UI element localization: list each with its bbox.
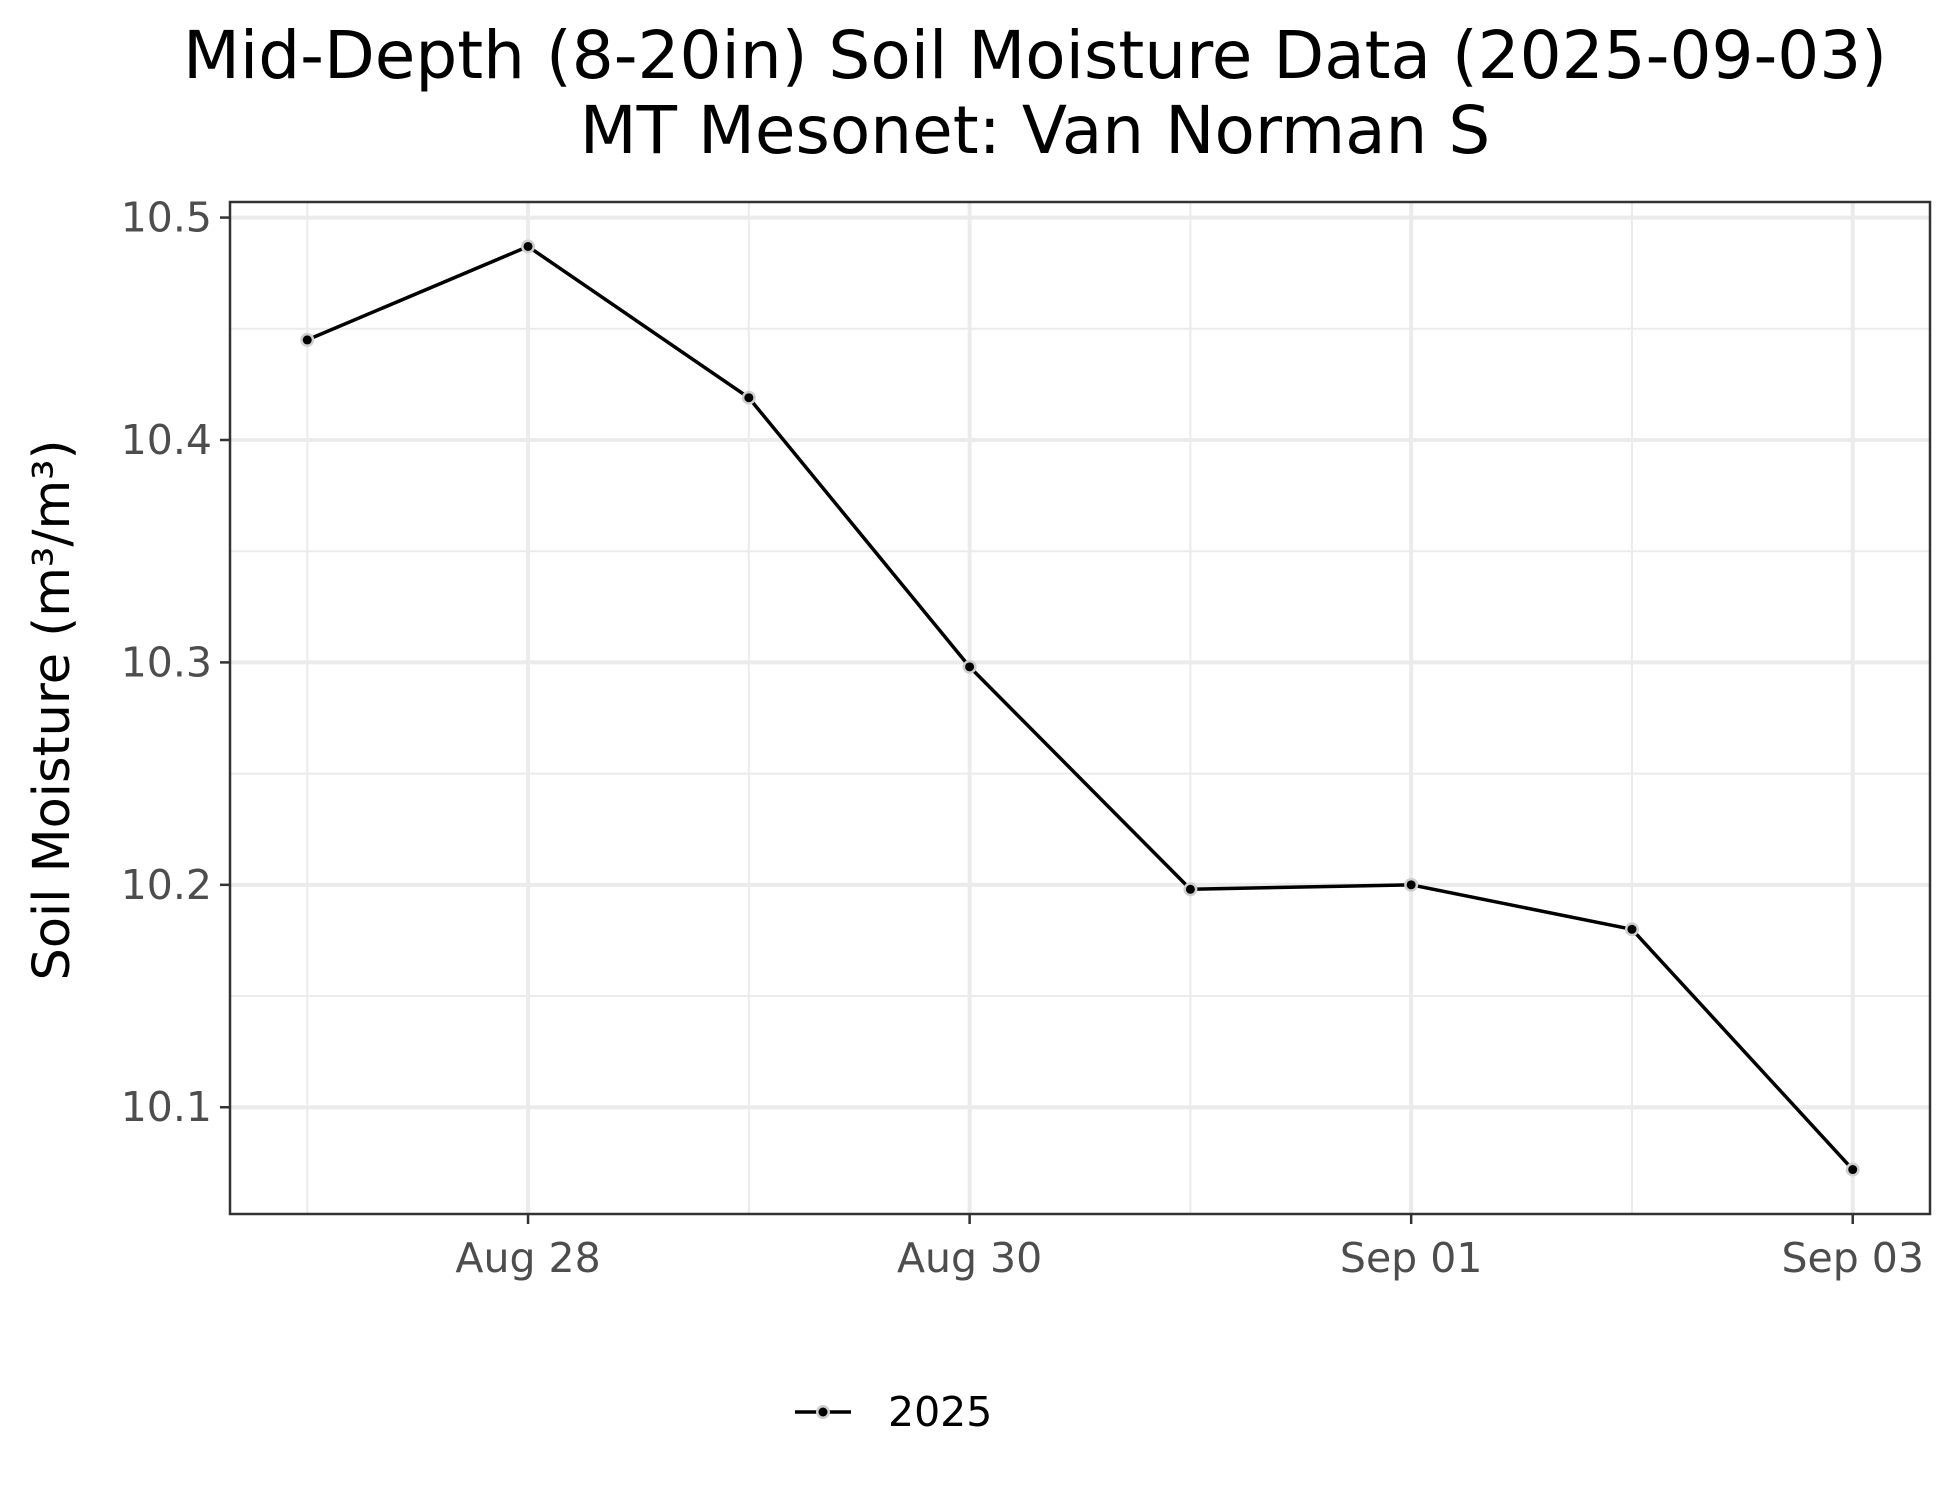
plot-border [228,200,1932,1216]
legend-point [818,1407,828,1417]
y-axis-title: Soil Moisture (m³/m³) [23,439,82,980]
y-tick-label: 10.4 [121,416,212,464]
legend-label: 2025 [888,1388,992,1436]
chart-title: Mid-Depth (8-20in) Soil Moisture Data (2… [183,17,1887,94]
plot-area: 10.1 10.2 10.3 10.4 10.5 Aug 28 Aug 30 Sep 01 Se… [121,194,1932,1282]
data-point [744,393,754,403]
legend: 2025 [795,1388,992,1436]
data-point [1627,924,1637,934]
series-line [306,244,1855,1171]
x-tick-label: Sep 03 [1781,1234,1923,1282]
chart-subtitle: MT Mesonet: Van Norman S [580,92,1491,169]
plot-background [230,202,1930,1214]
y-tick-label: 10.2 [121,861,212,909]
x-tick-label: Aug 30 [897,1234,1042,1282]
data-point [1406,880,1416,890]
data-point [302,335,312,345]
y-tick-label: 10.3 [121,638,212,686]
x-tick-label: Sep 01 [1340,1234,1482,1282]
y-tick-label: 10.5 [121,194,212,242]
data-point [1848,1165,1858,1175]
data-point [965,662,975,672]
data-point [1185,884,1195,894]
x-tick-label: Aug 28 [455,1234,600,1282]
data-point [523,241,533,251]
y-tick-label: 10.1 [121,1083,212,1131]
